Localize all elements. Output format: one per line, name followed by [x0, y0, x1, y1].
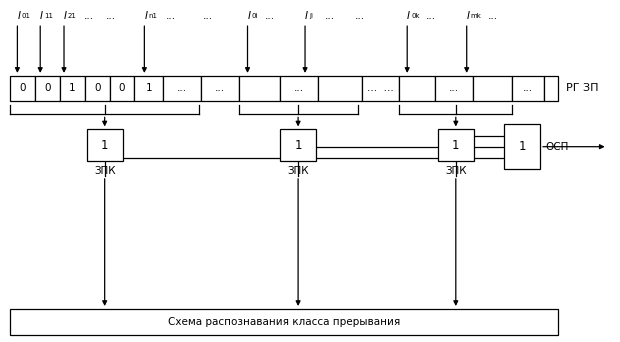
Text: ...: ... — [325, 11, 335, 21]
Text: ...: ... — [177, 83, 187, 93]
Text: ...: ... — [84, 11, 94, 21]
Text: 01: 01 — [21, 13, 30, 19]
Text: 0: 0 — [20, 83, 26, 93]
Text: I: I — [17, 11, 20, 21]
Bar — [85, 76, 110, 101]
Text: 0: 0 — [45, 83, 51, 93]
Text: ЗПК: ЗПК — [287, 166, 309, 176]
Bar — [201, 76, 239, 101]
Text: ...: ... — [166, 11, 176, 21]
Text: ...: ... — [203, 11, 213, 21]
Bar — [11, 76, 35, 101]
Text: ...: ... — [449, 83, 459, 93]
Bar — [399, 76, 435, 101]
Bar — [361, 76, 399, 101]
Text: 1: 1 — [518, 140, 526, 153]
Bar — [435, 76, 472, 101]
Bar — [318, 76, 361, 101]
Text: ...: ... — [487, 11, 498, 21]
Text: ЗПК: ЗПК — [94, 166, 115, 176]
Bar — [472, 76, 512, 101]
Bar — [239, 76, 280, 101]
Bar — [280, 129, 316, 161]
Text: 0: 0 — [94, 83, 100, 93]
Bar — [544, 76, 558, 101]
Bar — [11, 309, 558, 335]
Text: ОСП: ОСП — [545, 142, 569, 152]
Text: 1: 1 — [452, 139, 459, 152]
Text: ...: ... — [215, 83, 225, 93]
Text: I: I — [64, 11, 67, 21]
Text: 21: 21 — [68, 13, 77, 19]
Text: 0: 0 — [119, 83, 125, 93]
Text: ...: ... — [265, 11, 275, 21]
Text: mk: mk — [471, 13, 482, 19]
Text: ...: ... — [426, 11, 436, 21]
Text: n1: n1 — [148, 13, 157, 19]
Text: РГ ЗП: РГ ЗП — [566, 83, 598, 93]
Text: 11: 11 — [44, 13, 53, 19]
Text: 1: 1 — [146, 83, 152, 93]
Bar — [512, 76, 544, 101]
Text: I: I — [247, 11, 250, 21]
Bar — [505, 124, 540, 169]
Text: I: I — [144, 11, 148, 21]
Text: ...: ... — [105, 11, 116, 21]
Bar — [135, 76, 163, 101]
Text: Схема распознавания класса прерывания: Схема распознавания класса прерывания — [168, 317, 401, 327]
Text: ЗПК: ЗПК — [445, 166, 467, 176]
Text: 1: 1 — [69, 83, 76, 93]
Text: ji: ji — [309, 13, 313, 19]
Text: I: I — [467, 11, 470, 21]
Bar — [280, 76, 318, 101]
Bar — [110, 76, 135, 101]
Text: 0i: 0i — [252, 13, 258, 19]
Bar — [438, 129, 474, 161]
Text: ...: ... — [523, 83, 533, 93]
Text: I: I — [305, 11, 308, 21]
Text: 0k: 0k — [411, 13, 420, 19]
Text: I: I — [407, 11, 410, 21]
Text: ...  ...: ... ... — [367, 83, 394, 93]
Text: 1: 1 — [294, 139, 302, 152]
Text: ...: ... — [294, 83, 304, 93]
Bar — [87, 129, 123, 161]
Bar — [60, 76, 85, 101]
Bar — [163, 76, 201, 101]
Text: ...: ... — [355, 11, 365, 21]
Text: 1: 1 — [101, 139, 108, 152]
Bar — [35, 76, 60, 101]
Text: I: I — [40, 11, 43, 21]
